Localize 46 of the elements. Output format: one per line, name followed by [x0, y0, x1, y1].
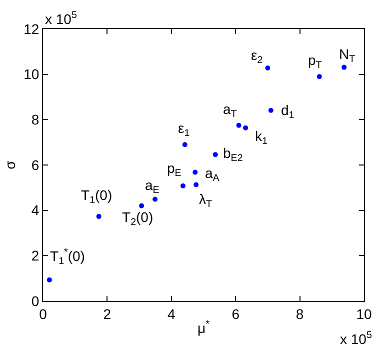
point: [236, 122, 242, 128]
annotation: ε$_{2}$: [251, 47, 263, 66]
point: [182, 142, 188, 148]
annotation: d$_{1}$: [281, 102, 294, 121]
x-tick-label: 6: [232, 306, 240, 322]
y-axis-title: σ: [2, 160, 18, 170]
annotation: λ$_{T}$: [199, 191, 212, 210]
y-tick-label: 12: [24, 20, 40, 37]
point: [268, 108, 274, 113]
x-tick-label: 8: [296, 306, 304, 322]
annotation: T$_{2}$(0): [122, 209, 154, 228]
annotation: b$_{E2}$: [223, 145, 243, 164]
x-tick-label: 10: [356, 306, 372, 322]
x-tick-label: 2: [103, 306, 112, 322]
annotation: T$_{1}$$^{*}$(0): [50, 247, 85, 267]
point: [212, 152, 218, 158]
point: [316, 74, 322, 80]
y-tick-label: 6: [31, 156, 40, 173]
point: [342, 64, 347, 70]
y-tick-label: 10: [24, 66, 40, 82]
point: [152, 196, 158, 202]
point: [265, 65, 270, 70]
y-tick-label: 0: [31, 292, 40, 309]
text: x 10$^{5}$: [45, 10, 78, 27]
annotation: p$_{E}$: [167, 160, 182, 179]
x-tick-label: 4: [168, 306, 176, 322]
point: [192, 170, 198, 175]
y-tick-label: 4: [31, 202, 40, 218]
annotation: ε$_{1}$: [178, 120, 190, 139]
y-tick-label: 2: [31, 248, 40, 264]
point: [46, 277, 52, 282]
annotation: k$_{1}$: [255, 128, 268, 147]
annotation: T$_{1}$(0): [81, 187, 112, 206]
annotation: p$_{T}$: [308, 52, 322, 71]
annotation: a$_{E}$: [145, 177, 160, 196]
annotation: a$_{A}$: [205, 165, 220, 184]
point: [139, 203, 144, 208]
point: [96, 214, 102, 219]
point: [243, 125, 248, 130]
point: [180, 183, 186, 188]
x-axis-title: μ$^{*}$: [198, 319, 210, 336]
point: [194, 182, 199, 188]
annotation: N$_{T}$: [339, 46, 356, 65]
text: x 10$^{5}$: [340, 330, 372, 344]
annotation: a$_{T}$: [223, 101, 237, 120]
y-tick-label: 8: [31, 112, 40, 128]
